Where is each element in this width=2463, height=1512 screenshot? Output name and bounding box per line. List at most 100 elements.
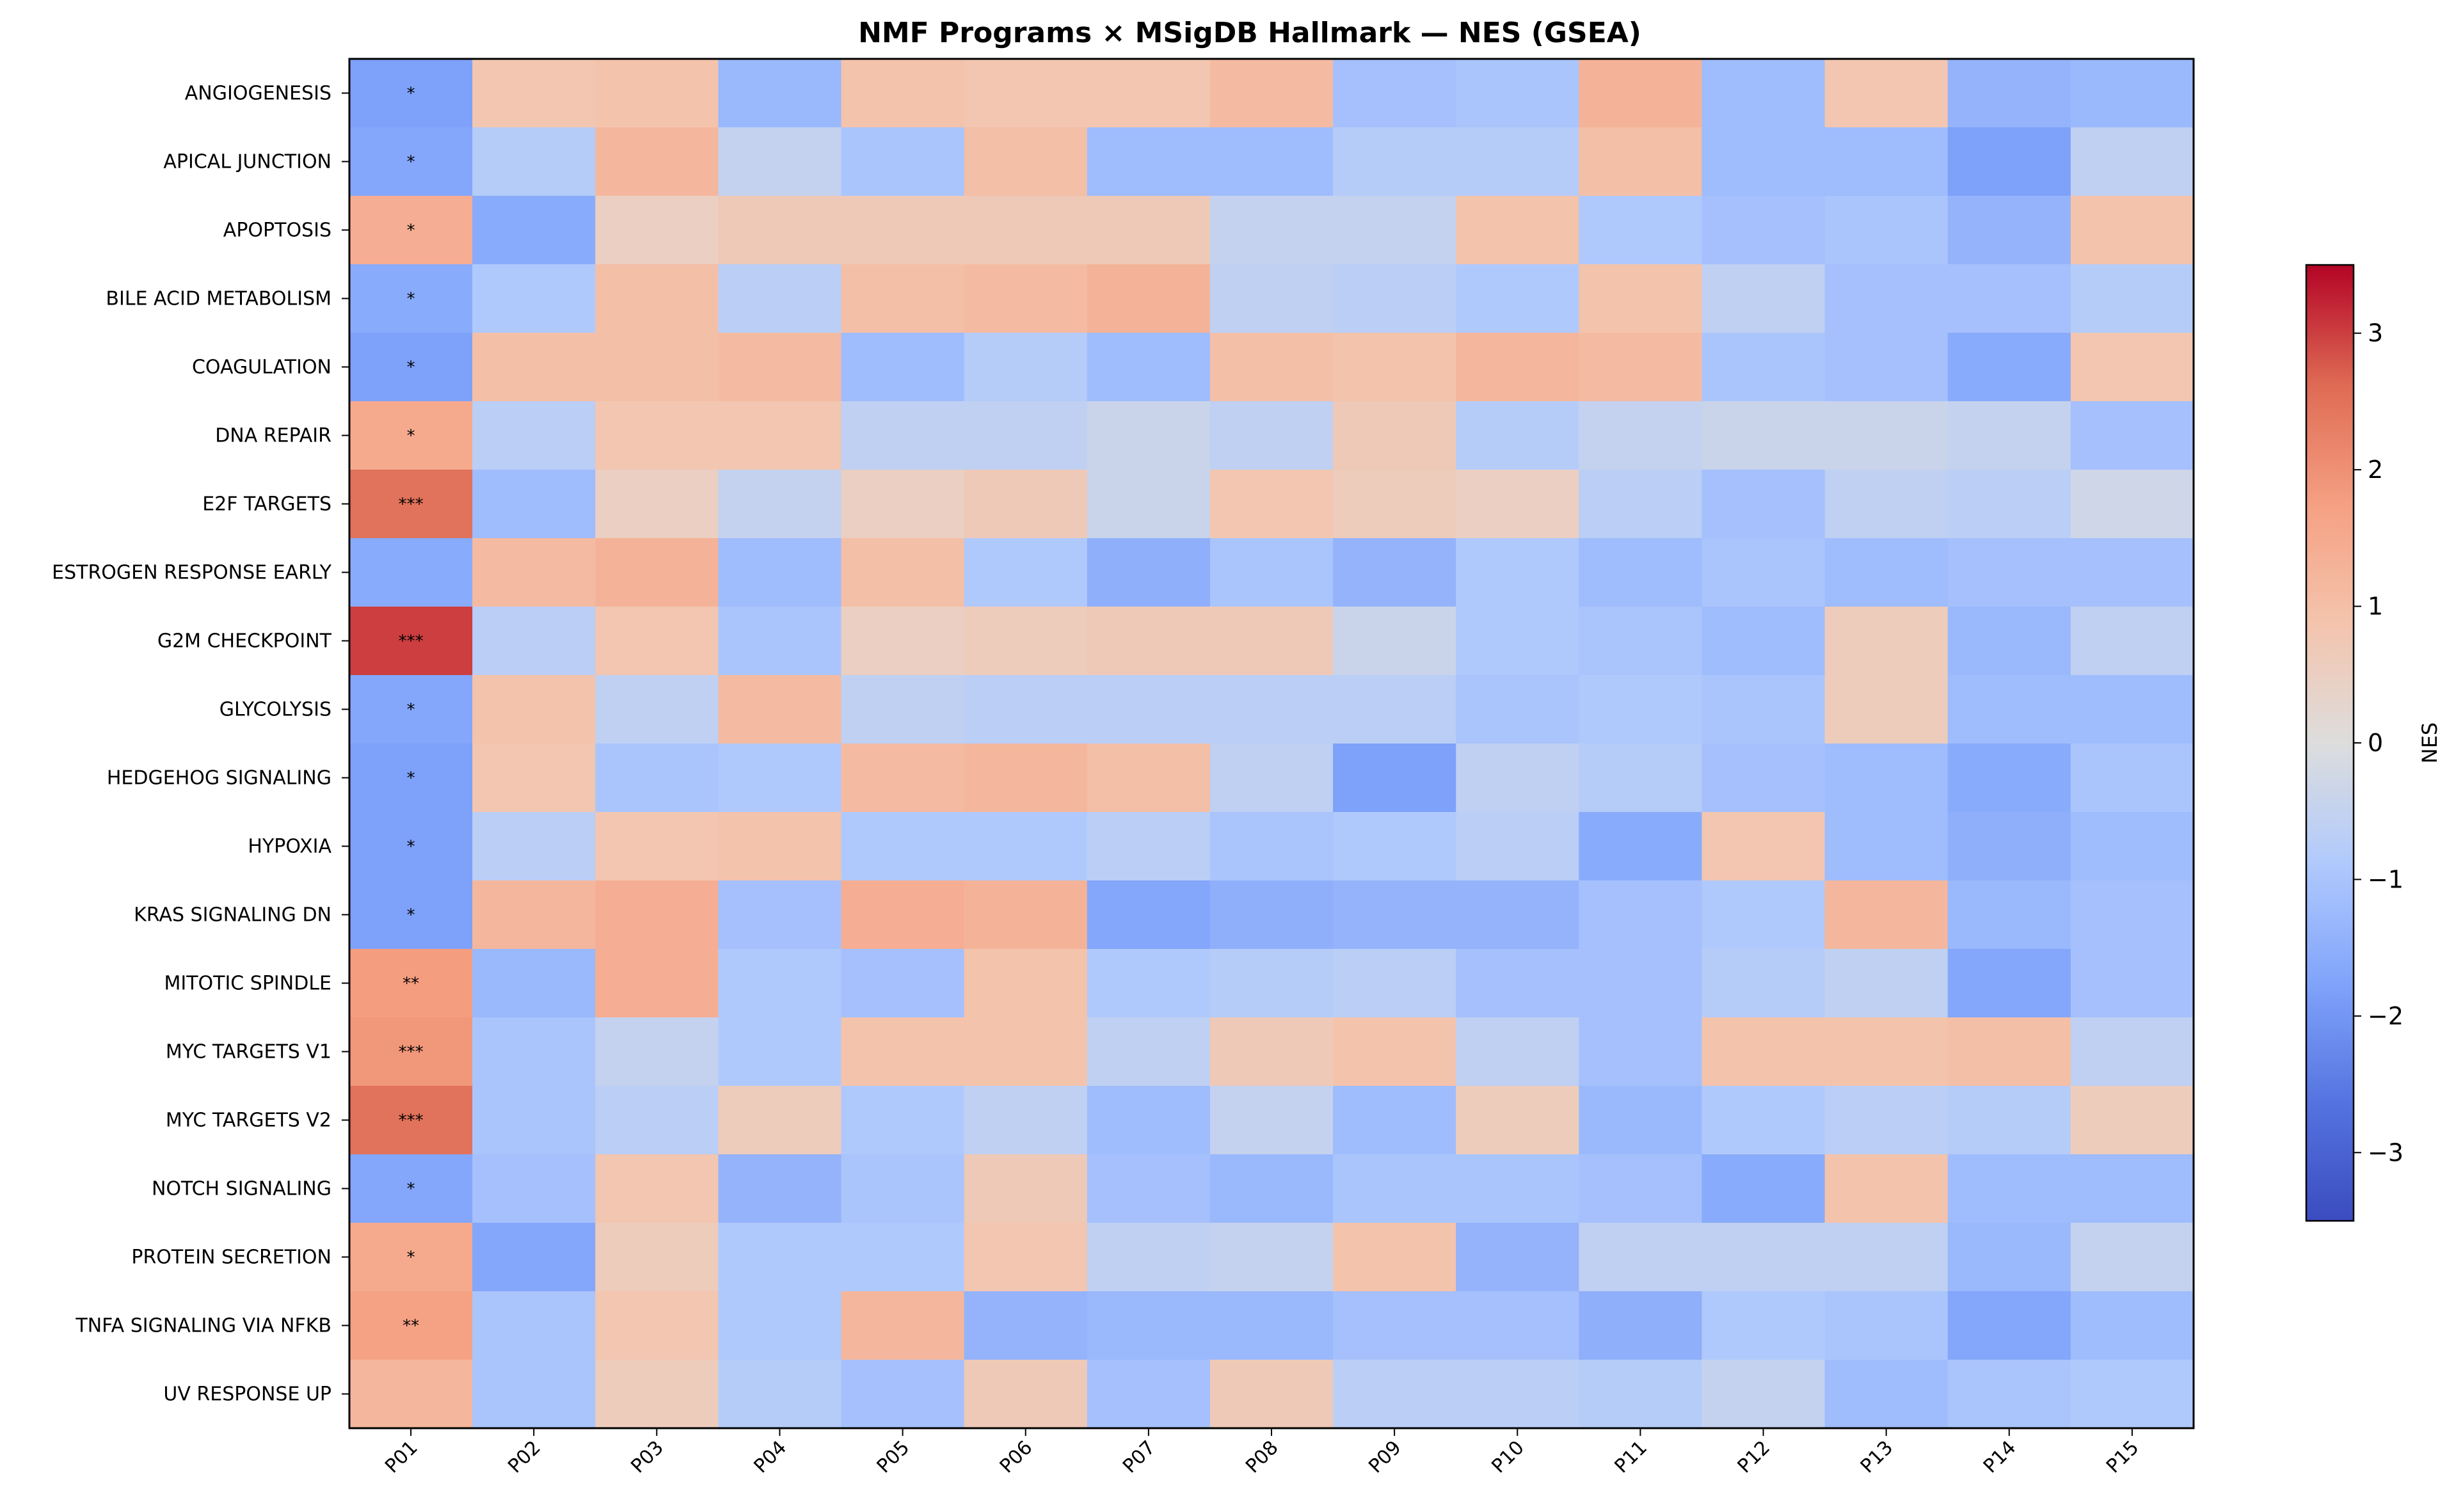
column-labels: P01 P02 P03 P04 P05 P06 P07 P08 P09 P10 P11 P12 P13 P… (381, 1428, 2144, 1478)
heatmap-cell (1087, 744, 1211, 813)
heatmap-cell (964, 127, 1088, 196)
heatmap-cell (1947, 1017, 2071, 1086)
heatmap-cell (349, 1086, 473, 1155)
heatmap-cell (1333, 538, 1456, 607)
row-label: TNFA SIGNALING VIA NFKB (75, 1315, 331, 1337)
heatmap-cell (1456, 401, 1579, 470)
heatmap-cell (1579, 1086, 1703, 1155)
heatmap-cell (1209, 196, 1334, 265)
heatmap-cell (1333, 1360, 1456, 1429)
heatmap-cell (964, 1017, 1088, 1086)
heatmap-cell (1209, 1017, 1334, 1086)
heatmap-cell (349, 196, 473, 265)
heatmap-cell (1333, 1154, 1456, 1223)
heatmap-cell (841, 1360, 965, 1429)
heatmap-cell (841, 1017, 965, 1086)
heatmap-cell (1209, 1086, 1334, 1155)
heatmap-cell (2070, 264, 2194, 333)
heatmap-cell (595, 675, 719, 744)
heatmap-cell (1947, 401, 2071, 470)
row-label: BILE ACID METABOLISM (106, 288, 331, 310)
significance-marker: *** (399, 1111, 424, 1131)
heatmap-cell (1702, 880, 1826, 950)
heatmap-cell (1456, 470, 1579, 539)
heatmap-cell (841, 127, 965, 196)
heatmap-cell (595, 812, 719, 881)
heatmap-cell (472, 1017, 596, 1086)
heatmap-cell (472, 1154, 596, 1223)
heatmap-cell (595, 607, 719, 676)
heatmap-cell (1456, 127, 1579, 196)
column-label: P14 (1979, 1436, 2021, 1478)
column-label: P13 (1856, 1436, 1898, 1478)
heatmap-cell (718, 127, 842, 196)
significance-marker: *** (399, 1043, 424, 1062)
heatmap-cell (1087, 127, 1211, 196)
heatmap-cell (1087, 333, 1211, 402)
row-label: PROTEIN SECRETION (131, 1246, 331, 1269)
heatmap-cell (1579, 470, 1703, 539)
heatmap-cell (1579, 127, 1703, 196)
heatmap-cell (1702, 538, 1826, 607)
heatmap-cell (1209, 127, 1334, 196)
heatmap-cell (472, 744, 596, 813)
heatmap-cell (841, 401, 965, 470)
heatmap-cell (1333, 470, 1456, 539)
heatmap-cell (1824, 264, 1949, 333)
heatmap-cell (1087, 470, 1211, 539)
heatmap-cell (595, 1223, 719, 1292)
heatmap-cell (964, 1360, 1088, 1429)
significance-marker: * (407, 1248, 415, 1268)
heatmap-cell (1087, 880, 1211, 950)
row-labels: ANGIOGENESIS APICAL JUNCTION APOPTOSIS BILE… (52, 83, 349, 1406)
heatmap-cell (595, 1291, 719, 1360)
heatmap-cell (964, 1291, 1088, 1360)
heatmap-cell (1333, 607, 1456, 676)
column-label: P08 (1241, 1436, 1283, 1478)
heatmap-cell (1333, 744, 1456, 813)
heatmap-cell (349, 401, 473, 470)
row-label: KRAS SIGNALING DN (134, 904, 331, 927)
heatmap-cell (1947, 949, 2071, 1018)
heatmap-cell (1333, 1017, 1456, 1086)
heatmap-cell (964, 59, 1088, 128)
heatmap-cell (1087, 1017, 1211, 1086)
heatmap-cell (1209, 333, 1334, 402)
heatmap-cell (1824, 744, 1949, 813)
row-label: APOPTOSIS (223, 219, 331, 242)
heatmap-cell (2070, 127, 2194, 196)
heatmap-cell (1579, 949, 1703, 1018)
heatmap-cell (1824, 1223, 1949, 1292)
heatmap-cell (964, 1154, 1088, 1223)
heatmap-cell (1456, 264, 1579, 333)
heatmap-cell (1702, 1154, 1826, 1223)
heatmap-cell (964, 333, 1088, 402)
heatmap-cell (718, 744, 842, 813)
heatmap-cell (1947, 1086, 2071, 1155)
heatmap-cell (2070, 1291, 2194, 1360)
heatmap-cell (718, 607, 842, 676)
heatmap-cell (841, 880, 965, 950)
heatmap-cell (841, 264, 965, 333)
row-label: MITOTIC SPINDLE (164, 973, 331, 995)
heatmap-cell (964, 401, 1088, 470)
heatmap-cell (1579, 59, 1703, 128)
heatmap-cell (1824, 1360, 1949, 1429)
heatmap-cell (1209, 401, 1334, 470)
heatmap-cell (472, 675, 596, 744)
heatmap-cell (718, 812, 842, 881)
heatmap-cell (1209, 949, 1334, 1018)
heatmap-cell (1087, 1154, 1211, 1223)
heatmap-cell (1456, 1223, 1579, 1292)
significance-marker: * (407, 906, 415, 925)
heatmap-cell (1333, 812, 1456, 881)
heatmap-cell (2070, 470, 2194, 539)
heatmap-cell (472, 264, 596, 333)
heatmap-cell (1579, 1360, 1703, 1429)
colorbar-tick-label: 3 (2368, 319, 2383, 347)
heatmap-cell (1824, 949, 1949, 1018)
heatmap-cell (1579, 744, 1703, 813)
heatmap-cell (472, 812, 596, 881)
heatmap-cell (1824, 880, 1949, 950)
